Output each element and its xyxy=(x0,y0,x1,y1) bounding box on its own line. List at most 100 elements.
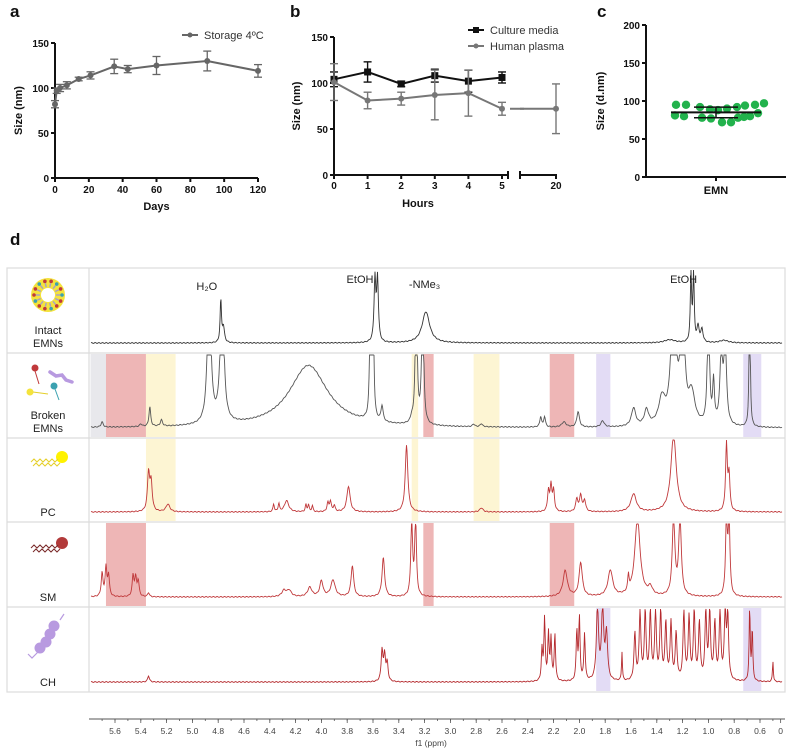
panel-a-x-tick-label: 120 xyxy=(250,185,267,196)
data-point xyxy=(398,95,405,102)
ppm-tick-label: 4.8 xyxy=(212,726,224,736)
ppm-tick-label: 0.8 xyxy=(728,726,740,736)
pc-head xyxy=(26,388,34,396)
micelle-tail xyxy=(49,283,52,288)
data-point xyxy=(57,85,64,91)
row-label-pc: PC xyxy=(40,507,55,519)
panel-a-y-tick-label: 150 xyxy=(32,39,49,50)
spectrum-pc xyxy=(90,439,783,513)
legend-marker xyxy=(473,43,479,49)
panel-a: 0 50 100 150 Size (nm) 0 20 40 60 80 100 120 Days Sto… xyxy=(13,30,267,213)
micelle-tail xyxy=(52,300,57,305)
ppm-tick-label: 3.2 xyxy=(419,726,431,736)
panel-b-x-tick-label: 4 xyxy=(466,181,472,192)
panel-c-y-tick-label: 150 xyxy=(623,59,640,70)
ppm-tick-label: 1.4 xyxy=(651,726,663,736)
pc-tail xyxy=(32,391,49,395)
micelle-head xyxy=(33,299,38,303)
spectrum-sm xyxy=(90,523,783,598)
pc-lipid-icon xyxy=(30,451,68,467)
data-point xyxy=(679,112,689,121)
lipid-head xyxy=(50,382,58,390)
panel-a-x-tick-label: 60 xyxy=(151,185,163,196)
ppm-tick-label: 2.2 xyxy=(548,726,560,736)
panel-a-x-tick-label: 0 xyxy=(52,185,58,196)
micelle-icon xyxy=(31,278,65,312)
panel-a-y-label: Size (nm) xyxy=(13,86,25,135)
peak-annotation: H₂O xyxy=(196,281,217,293)
data-point xyxy=(681,100,691,110)
highlight-band-broken xyxy=(743,354,762,437)
highlight-band-broken xyxy=(145,354,176,437)
data-point xyxy=(740,101,750,110)
ppm-tick-label: 3.0 xyxy=(444,726,456,736)
highlight-band-pc xyxy=(145,439,176,521)
ppm-axis-label: f1 (ppm) xyxy=(415,738,447,748)
row-label-intact: EMNs xyxy=(33,338,63,350)
pc-tail xyxy=(32,462,61,467)
data-point xyxy=(153,62,160,69)
highlight-band-broken xyxy=(549,354,575,437)
panel-b-x-tick-label: 5 xyxy=(499,181,505,192)
highlight-band-broken xyxy=(411,354,419,437)
micelle-tail xyxy=(49,302,52,307)
sm-tail xyxy=(34,370,40,385)
row-label-broken: EMNs xyxy=(33,423,63,435)
legend-label: Human plasma xyxy=(490,41,565,53)
peak-annotation: -NMe₃ xyxy=(409,279,440,291)
side-chain xyxy=(27,613,65,659)
panel-b-x-label: Hours xyxy=(402,198,434,210)
pc-tail xyxy=(30,458,59,463)
panel-c-x-tick-label: EMN xyxy=(704,185,729,197)
legend-marker xyxy=(473,27,479,33)
data-point xyxy=(52,101,58,108)
sm-tail xyxy=(30,544,59,549)
panel-c-y-tick-label: 200 xyxy=(623,21,640,32)
panel-label-c: c xyxy=(597,2,607,21)
panel-a-x-tick-label: 100 xyxy=(216,185,233,196)
peak-annotation: EtOH xyxy=(670,274,697,286)
data-point xyxy=(465,90,472,97)
panel-b-x-tick-label: 0 xyxy=(331,181,337,192)
data-point xyxy=(553,105,559,112)
highlight-band-broken xyxy=(473,354,500,437)
panel-a-y-tick-label: 100 xyxy=(32,84,49,95)
data-point xyxy=(397,80,405,88)
highlight-band-broken xyxy=(596,354,611,437)
legend-label: Culture media xyxy=(490,25,559,37)
data-point xyxy=(498,73,506,81)
panel-c-y-tick-label: 0 xyxy=(634,173,640,184)
row-label-ch: CH xyxy=(40,677,56,689)
ppm-tick-label: 4.2 xyxy=(290,726,302,736)
micelle-tail xyxy=(54,289,60,293)
ppm-tick-label: 1.8 xyxy=(599,726,611,736)
micelle-core xyxy=(41,288,55,302)
micelle-head xyxy=(54,282,59,286)
data-point xyxy=(331,79,337,86)
micelle-tail xyxy=(52,285,57,290)
highlight-band-pc xyxy=(473,439,500,521)
data-point xyxy=(255,67,261,74)
panel-b-y-label: Size (nm) xyxy=(291,81,303,130)
data-point xyxy=(745,112,755,121)
ppm-tick-label: 0.6 xyxy=(754,726,766,736)
data-point xyxy=(750,100,760,110)
panel-a-x-label: Days xyxy=(143,201,169,213)
row-label-intact: Intact xyxy=(35,325,62,337)
ppm-tick-label: 5.4 xyxy=(135,726,147,736)
legend-label: Storage 4ºC xyxy=(204,30,264,42)
sm-head xyxy=(31,364,39,372)
panel-a-y-tick-label: 50 xyxy=(38,129,50,140)
micelle-head xyxy=(49,306,53,311)
cholesterol-shape xyxy=(48,370,74,384)
highlight-band-pc xyxy=(411,439,419,521)
panel-c-y-label: Size (d.nm) xyxy=(595,71,607,130)
lipids-icon xyxy=(26,364,74,401)
spectrum-ch xyxy=(90,608,783,683)
panel-a-x-tick-label: 20 xyxy=(83,185,95,196)
micelle-tail xyxy=(36,289,42,293)
panel-c-y-tick-label: 100 xyxy=(623,97,640,108)
micelle-head xyxy=(33,287,38,291)
ppm-tick-label: 2.0 xyxy=(573,726,585,736)
